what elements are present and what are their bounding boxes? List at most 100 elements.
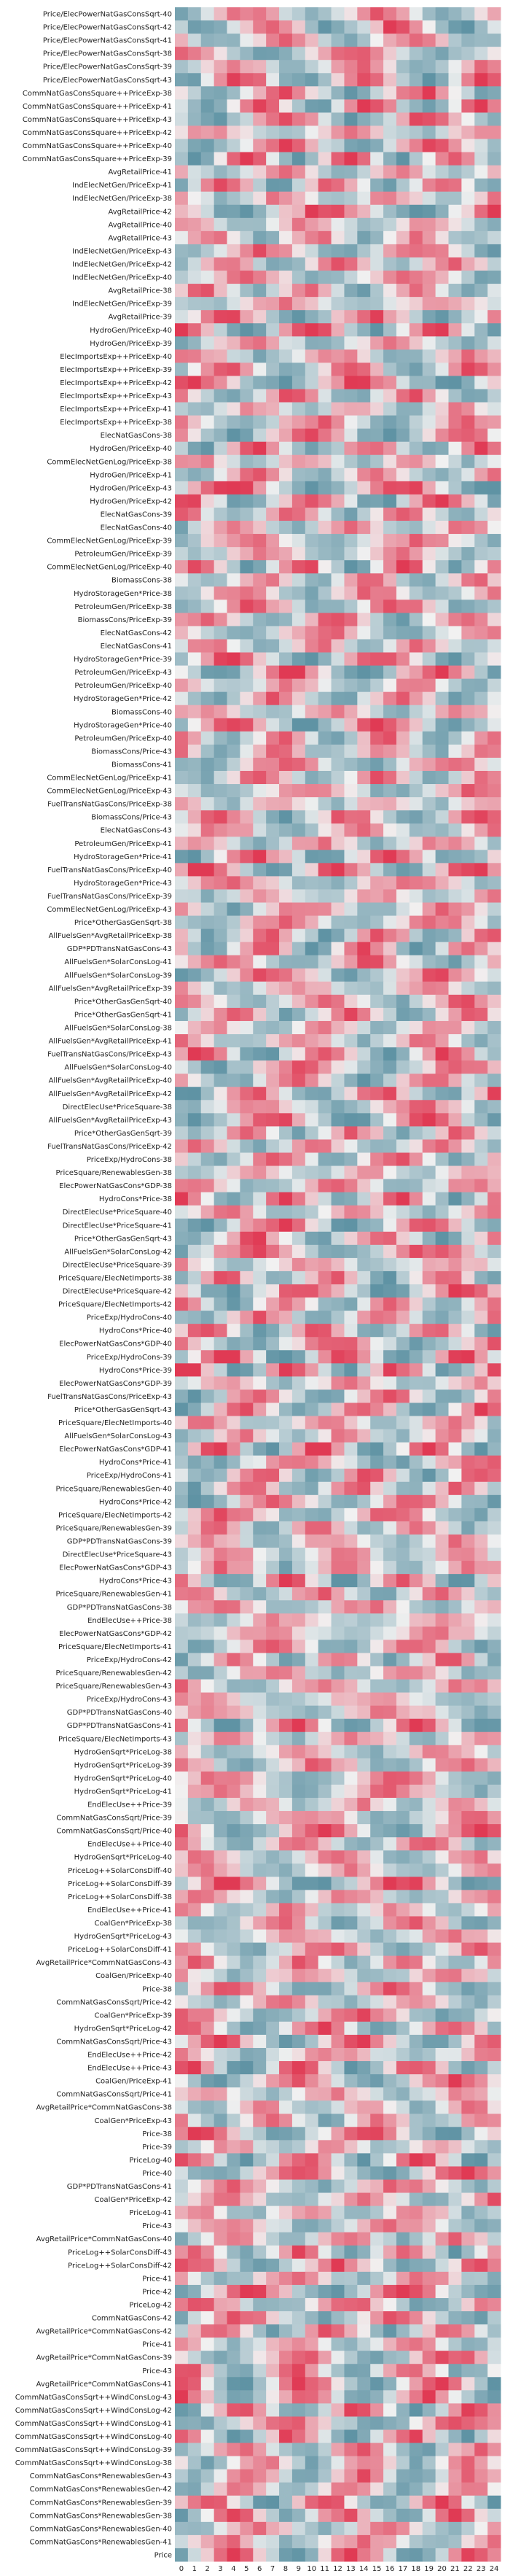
heatmap-cell <box>200 323 215 337</box>
heatmap-cell <box>409 2482 423 2497</box>
heatmap-cell <box>266 454 280 469</box>
heatmap-cell <box>461 2271 475 2286</box>
heatmap-cell <box>200 600 215 613</box>
heatmap-cell <box>187 2061 202 2075</box>
heatmap-cell <box>291 1100 306 1114</box>
heatmap-cell <box>461 2140 475 2154</box>
heatmap-cell <box>227 1270 240 1285</box>
heatmap-cell <box>422 2377 436 2391</box>
heatmap-cell <box>474 1100 488 1114</box>
heatmap-cell <box>187 1270 202 1285</box>
heatmap-cell <box>487 112 501 126</box>
heatmap-cell <box>187 678 202 693</box>
heatmap-cell <box>200 7 215 21</box>
heatmap-cell <box>200 204 215 219</box>
heatmap-cell <box>175 850 189 864</box>
heatmap-cell <box>305 468 319 482</box>
heatmap-cell <box>291 2469 306 2483</box>
heatmap-cell <box>370 573 384 587</box>
heatmap-cell <box>200 1337 215 1351</box>
heatmap-cell <box>318 705 332 719</box>
heatmap-cell <box>435 2021 449 2036</box>
heatmap-cell <box>305 507 319 521</box>
heatmap-cell <box>305 2429 319 2443</box>
heatmap-cell <box>279 1034 293 1048</box>
heatmap-cell <box>344 1666 358 1680</box>
heatmap-cell <box>357 1376 371 1390</box>
heatmap-cell <box>227 2508 240 2523</box>
heatmap-cell <box>409 639 423 653</box>
heatmap-cell <box>200 770 215 785</box>
heatmap-cell <box>409 1468 423 1483</box>
heatmap-cell <box>175 60 189 74</box>
heatmap-cell <box>214 1007 227 1022</box>
heatmap-cell <box>422 626 436 640</box>
row-label: Price*OtherGasGenSqrt-43 <box>74 1406 172 1414</box>
heatmap-cell <box>291 1824 306 1838</box>
heatmap-cell <box>344 1995 358 2009</box>
heatmap-cell <box>370 507 384 521</box>
heatmap-cell <box>227 1324 240 1338</box>
heatmap-cell <box>291 876 306 890</box>
heatmap-cell <box>357 1389 371 1403</box>
heatmap-cell <box>422 1231 436 1246</box>
heatmap-cell <box>422 718 436 732</box>
row-labels: Price/ElecPowerNatGasConsSqrt-40Price/El… <box>15 11 172 2560</box>
heatmap-cell <box>370 191 384 206</box>
row-label: Price-38 <box>142 1985 172 1993</box>
heatmap-cell <box>331 1007 345 1022</box>
heatmap-cell <box>487 2351 501 2364</box>
heatmap-cell <box>175 2403 189 2417</box>
heatmap-cell <box>175 797 189 811</box>
heatmap-cell <box>461 1007 475 1022</box>
heatmap-cell <box>448 1165 462 1179</box>
heatmap-cell <box>461 454 475 469</box>
heatmap-cell <box>227 230 240 245</box>
heatmap-cell <box>227 2416 240 2430</box>
heatmap-cell <box>331 1561 345 1575</box>
heatmap-cell <box>487 823 501 837</box>
heatmap-cell <box>227 297 240 311</box>
heatmap-cell <box>305 678 319 693</box>
heatmap-cell <box>291 1468 306 1483</box>
heatmap-cell <box>175 1877 189 1890</box>
heatmap-cell <box>318 1718 332 1733</box>
heatmap-cell <box>227 1877 240 1890</box>
heatmap-cell <box>396 1692 410 1707</box>
heatmap-cell <box>175 1442 189 1456</box>
heatmap-cell <box>344 284 358 298</box>
heatmap-cell <box>175 2179 189 2193</box>
row-label: DirectElecUse*PriceSquare-42 <box>63 1288 172 1296</box>
heatmap-cell <box>474 323 488 337</box>
heatmap-cell <box>396 1534 410 1548</box>
heatmap-cell <box>266 2008 280 2022</box>
heatmap-cell <box>435 560 449 574</box>
heatmap-cell <box>474 1653 488 1667</box>
heatmap-cell <box>396 534 410 548</box>
heatmap-cell <box>422 586 436 600</box>
heatmap-cell <box>344 665 358 680</box>
heatmap-cell <box>461 2377 475 2391</box>
heatmap-cell <box>266 1324 280 1338</box>
heatmap-cell <box>396 1324 410 1338</box>
heatmap-cell <box>266 389 280 403</box>
row-label: BiomassCons-38 <box>111 577 172 585</box>
heatmap-cell <box>279 823 293 837</box>
heatmap-cell <box>331 1758 345 1772</box>
row-label: HydroGen/PriceExp-40 <box>90 327 172 335</box>
heatmap-cell <box>422 1311 436 1324</box>
heatmap-cell <box>383 415 397 430</box>
heatmap-cell <box>409 942 423 956</box>
heatmap-cell <box>474 573 488 587</box>
heatmap-cell <box>344 1942 358 1957</box>
heatmap-cell <box>331 204 345 219</box>
heatmap-cell <box>422 362 436 376</box>
heatmap-cell <box>200 837 215 850</box>
heatmap-cell <box>240 1337 254 1351</box>
heatmap-cell <box>279 60 293 74</box>
heatmap-cell <box>448 47 462 61</box>
heatmap-cell <box>422 165 436 179</box>
heatmap-cell <box>187 349 202 363</box>
heatmap-cell <box>200 1192 215 1206</box>
heatmap-cell <box>422 323 436 337</box>
